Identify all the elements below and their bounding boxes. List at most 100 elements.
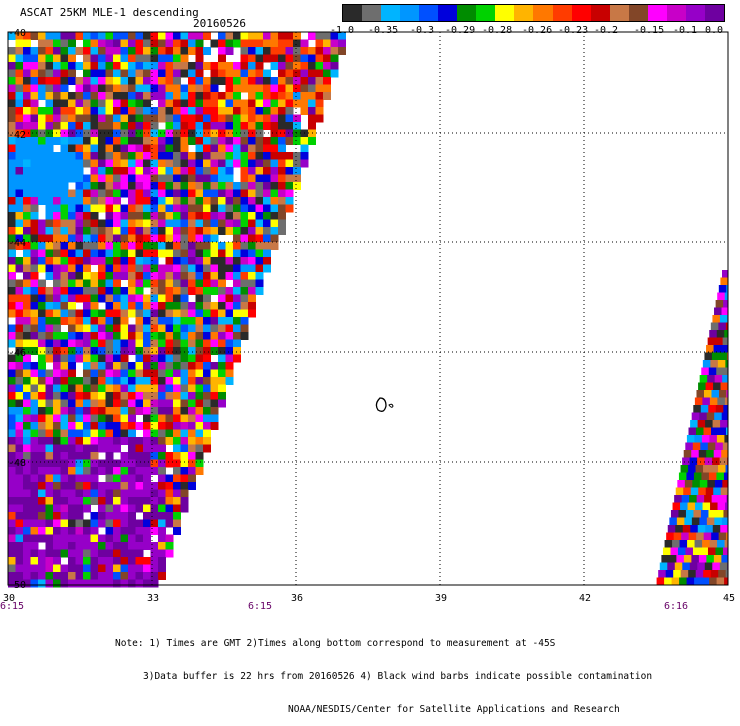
swath-cell [694,435,702,443]
lat-label-46: -46 [8,348,26,359]
swath-cell [713,420,721,428]
swath-cell [181,482,189,490]
swath-cell [203,152,211,160]
swath-cell [16,535,24,543]
swath-cell [233,160,241,168]
swath-cell [23,557,31,565]
swath-cell [68,475,76,483]
swath-cell [128,415,136,423]
swath-cell [98,235,106,243]
swath-cell [61,77,69,85]
swath-cell [226,190,234,198]
swath-cell [136,422,144,430]
swath-cell [263,182,271,190]
swath-cell [166,55,174,63]
swath-cell [678,548,686,556]
swath-cell [76,340,84,348]
swath-cell [211,265,219,273]
swath-cell [218,40,226,48]
swath-cell [188,182,196,190]
swath-cell [707,413,715,421]
swath-cell [31,400,39,408]
swath-cell [121,347,129,355]
footer-notes: Note: 1) Times are GMT 2)Times along bot… [115,616,652,726]
swath-cell [233,77,241,85]
swath-cell [211,325,219,333]
swath-cell [166,422,174,430]
swath-cell [286,115,294,123]
swath-cell [113,580,121,588]
swath-cell [256,272,264,280]
swath-cell [46,77,54,85]
swath-cell [83,430,91,438]
swath-cell [143,572,151,580]
swath-cell [271,197,279,205]
swath-cell [8,527,16,535]
swath-cell [286,152,294,160]
swath-cell [196,415,204,423]
swath-cell [121,235,129,243]
swath-cell [91,302,99,310]
swath-cell [91,62,99,70]
swath-cell [218,257,226,265]
swath-cell [181,332,189,340]
swath-cell [8,370,16,378]
swath-cell [256,160,264,168]
swath-cell [76,100,84,108]
swath-cell [98,257,106,265]
swath-cell [143,355,151,363]
swath-cell [136,32,144,40]
swath-cell [188,355,196,363]
swath-cell [166,295,174,303]
swath-cell [143,62,151,70]
swath-cell [46,505,54,513]
swath-cell [16,505,24,513]
swath-cell [91,227,99,235]
swath-cell [23,145,31,153]
swath-cell [136,497,144,505]
swath-cell [83,257,91,265]
swath-cell [196,437,204,445]
swath-cell [98,362,106,370]
swath-cell [241,160,249,168]
swath-cell [76,572,84,580]
swath-cell [68,205,76,213]
swath-cell [181,92,189,100]
swath-cell [68,107,76,115]
swath-cell [693,443,701,451]
swath-cell [91,460,99,468]
swath-cell [181,242,189,250]
swath-cell [293,62,301,70]
swath-cell [196,212,204,220]
swath-cell [106,227,114,235]
swath-cell [188,272,196,280]
swath-cell [128,340,136,348]
swath-cell [23,122,31,130]
swath-cell [16,407,24,415]
swath-cell [106,437,114,445]
swath-cell [121,430,129,438]
swath-cell [121,340,129,348]
swath-cell [38,257,46,265]
swath-cell [301,40,309,48]
swath-cell [203,445,211,453]
swath-cell [136,437,144,445]
swath-cell [46,512,54,520]
swath-cell [188,115,196,123]
swath-cell [188,250,196,258]
colorbar-label: -0.28 [482,25,512,36]
swath-cell [106,32,114,40]
swath-cell [16,340,24,348]
swath-cell [16,557,24,565]
swath-cell [23,77,31,85]
swath-cell [91,385,99,393]
swath-cell [46,580,54,588]
swath-cell [61,272,69,280]
swath-cell [53,362,61,370]
swath-cell [121,302,129,310]
swath-cell [203,265,211,273]
swath-cell [241,250,249,258]
swath-cell [8,295,16,303]
swath-cell [68,265,76,273]
swath-cell [38,460,46,468]
